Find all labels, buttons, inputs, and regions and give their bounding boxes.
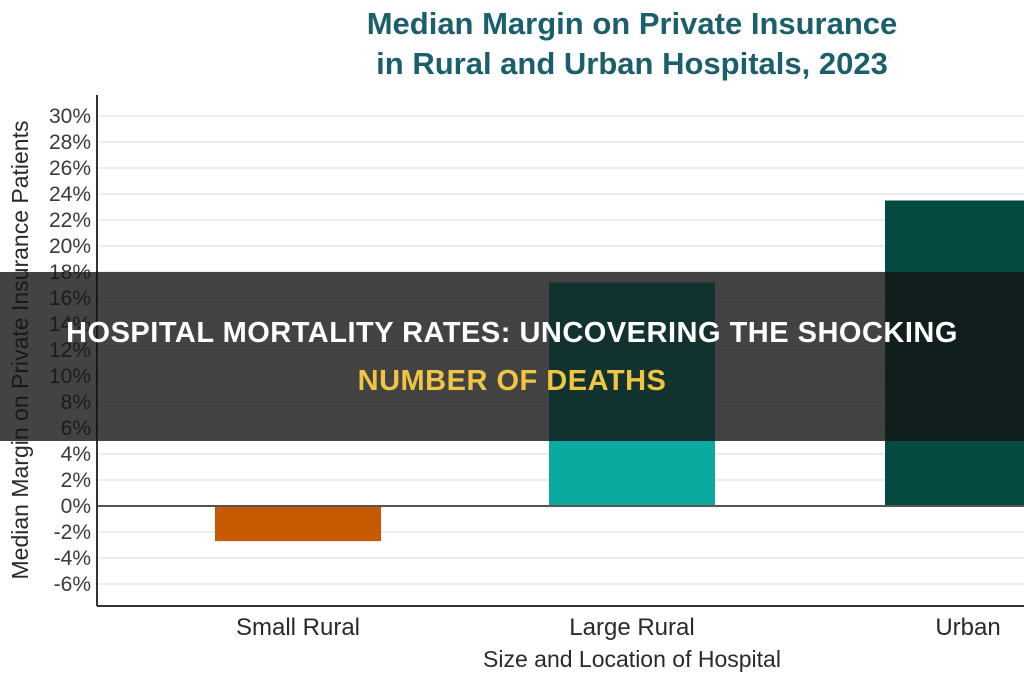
x-tick-labels: Small Rural Large Rural Urban: [236, 614, 1001, 641]
y-tick-label: 26%: [49, 157, 91, 180]
y-tick-label: 20%: [49, 235, 91, 258]
x-tick-label: Urban: [935, 614, 1000, 641]
headline-line-1: HOSPITAL MORTALITY RATES: UNCOVERING THE…: [66, 317, 958, 349]
y-tick-label: -2%: [54, 521, 91, 544]
headline-line-2: NUMBER OF DEATHS: [357, 365, 667, 397]
y-tick-label: 30%: [49, 105, 91, 128]
x-axis-title: Size and Location of Hospital: [483, 646, 781, 672]
y-tick-label: 0%: [61, 495, 91, 518]
y-tick-label: -4%: [54, 547, 91, 570]
chart-title-line-1: Median Margin on Private Insurance: [366, 6, 898, 41]
x-tick-label: Large Rural: [569, 614, 694, 641]
y-tick-label: 22%: [49, 209, 91, 232]
bar-small-rural: [215, 506, 381, 542]
y-tick-label: 28%: [49, 131, 91, 154]
y-tick-label: 24%: [49, 183, 91, 206]
headline-banner: HOSPITAL MORTALITY RATES: UNCOVERING THE…: [0, 272, 1024, 441]
y-tick-label: -6%: [54, 573, 91, 596]
chart-title-line-2: in Rural and Urban Hospitals, 2023: [376, 46, 888, 81]
x-tick-label: Small Rural: [236, 614, 360, 641]
y-tick-label: 4%: [61, 443, 91, 466]
y-tick-label: 2%: [61, 469, 91, 492]
